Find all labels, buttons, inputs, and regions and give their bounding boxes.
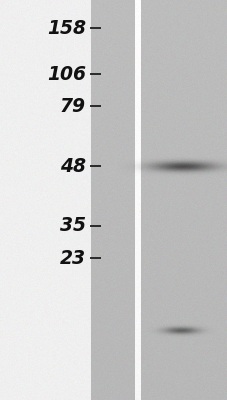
- Text: 23: 23: [60, 248, 86, 268]
- Text: 106: 106: [47, 64, 86, 84]
- Text: 158: 158: [47, 18, 86, 38]
- Text: 48: 48: [60, 156, 86, 176]
- Text: 35: 35: [60, 216, 86, 236]
- Text: 79: 79: [60, 96, 86, 116]
